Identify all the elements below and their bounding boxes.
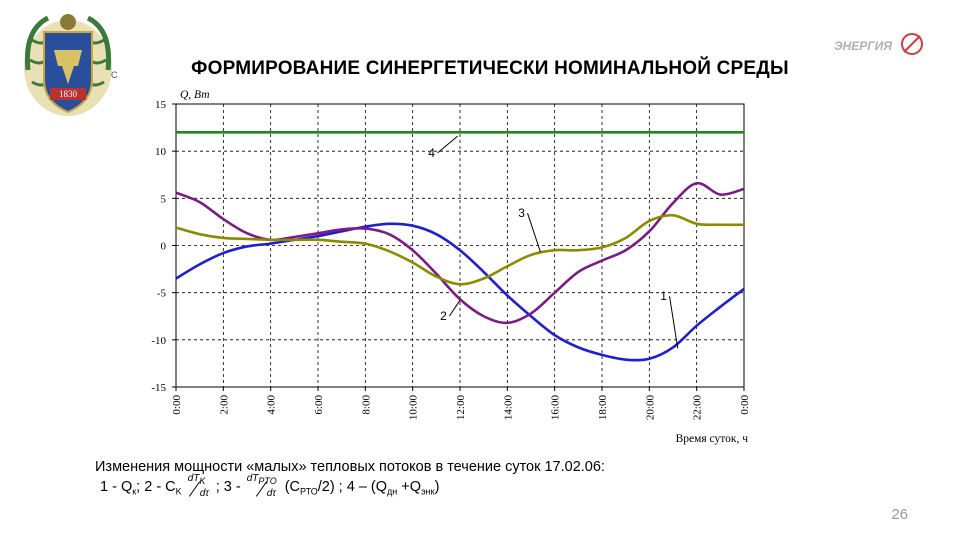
slide-title: ФОРМИРОВАНИЕ СИНЕРГЕТИЧЕСКИ НОМИНАЛЬНОЙ …: [191, 58, 789, 79]
x-tick-label: 10:00: [408, 395, 420, 421]
annotation-label: 4: [428, 146, 435, 160]
formula-sub: энк: [421, 486, 435, 497]
fraction-numerator: dT: [246, 473, 259, 484]
y-axis-label: Q, Вт: [180, 89, 210, 101]
series-line-3: [175, 213, 745, 286]
logo-text: ЭНЕРГИЯ: [834, 39, 892, 53]
y-tick-label: 5: [161, 193, 167, 205]
fraction-sub: K: [199, 476, 206, 486]
formula-part: ; 3 -: [215, 478, 245, 495]
formula-part: (C: [284, 478, 301, 495]
annotation-label: 3: [518, 206, 525, 220]
x-tick-label: 0:00: [739, 395, 751, 415]
x-tick-label: 16:00: [550, 395, 562, 421]
fraction-numerator: dT: [187, 473, 200, 484]
x-axis-label: Время суток, ч: [676, 433, 749, 445]
formula-part: ; 2 - C: [136, 478, 176, 495]
formula-sub: РТО: [300, 486, 318, 497]
page-number: 26: [891, 506, 908, 523]
energia-logo: ЭНЕРГИЯ: [834, 33, 923, 55]
y-tick-label: -5: [157, 288, 167, 300]
x-tick-label: 12:00: [455, 395, 467, 421]
y-tick-label: 0: [161, 241, 167, 253]
fraction-denominator: dτ: [199, 488, 210, 499]
y-tick-label: 15: [155, 99, 167, 111]
plot-frame: [175, 103, 745, 388]
x-tick-label: 20:00: [644, 395, 656, 421]
formula-sub: к: [132, 486, 137, 497]
fraction-sub: PTO: [258, 476, 277, 486]
formula-sub: дн: [387, 486, 398, 497]
university-emblem: 1830 С: [24, 14, 118, 116]
formula-sub: K: [175, 486, 182, 497]
fraction-dtpto-dtau: dTPTO dτ: [245, 473, 285, 499]
y-tick-label: -10: [151, 335, 166, 347]
emblem-year: 1830: [59, 89, 78, 99]
y-tick-label: 10: [155, 146, 167, 158]
series-line-2: [175, 181, 745, 325]
annotation-layer: 1 2 3 4: [428, 135, 679, 349]
fraction-dtk-dtau: dTK dτ: [186, 473, 216, 499]
x-tick-label: 8:00: [360, 395, 372, 415]
x-tick-label: 14:00: [502, 395, 514, 421]
formula-part: ): [434, 478, 440, 495]
formula-part: +Q: [397, 478, 422, 495]
x-tick-label: 2:00: [218, 395, 230, 415]
formula-part: /2) ; 4 – (Q: [317, 478, 388, 495]
annotation-leader: [669, 296, 679, 349]
series-layer: [175, 131, 745, 362]
annotation-label: 1: [660, 289, 667, 303]
legend-formula: 1 - Qк; 2 - CK dTK dτ ; 3 - dTPTO dτ (CР…: [100, 473, 440, 499]
annotation-label: 2: [440, 309, 447, 323]
x-tick-label: 4:00: [266, 395, 278, 415]
y-tick-label: -15: [151, 382, 166, 394]
emblem-letter: С: [111, 70, 118, 80]
x-tick-label: 22:00: [692, 395, 704, 421]
x-tick-label: 0:00: [171, 395, 183, 415]
annotation-leader: [527, 213, 541, 253]
x-tick-label: 18:00: [597, 395, 609, 421]
figure-caption: Изменения мощности «малых» тепловых пото…: [95, 459, 605, 475]
x-tick-label: 6:00: [313, 395, 325, 415]
annotation-leader: [437, 135, 458, 154]
annotation-leader: [449, 299, 461, 317]
fraction-denominator: dτ: [266, 488, 277, 499]
series-line-1: [175, 222, 745, 362]
formula-part: 1 - Q: [100, 478, 133, 495]
